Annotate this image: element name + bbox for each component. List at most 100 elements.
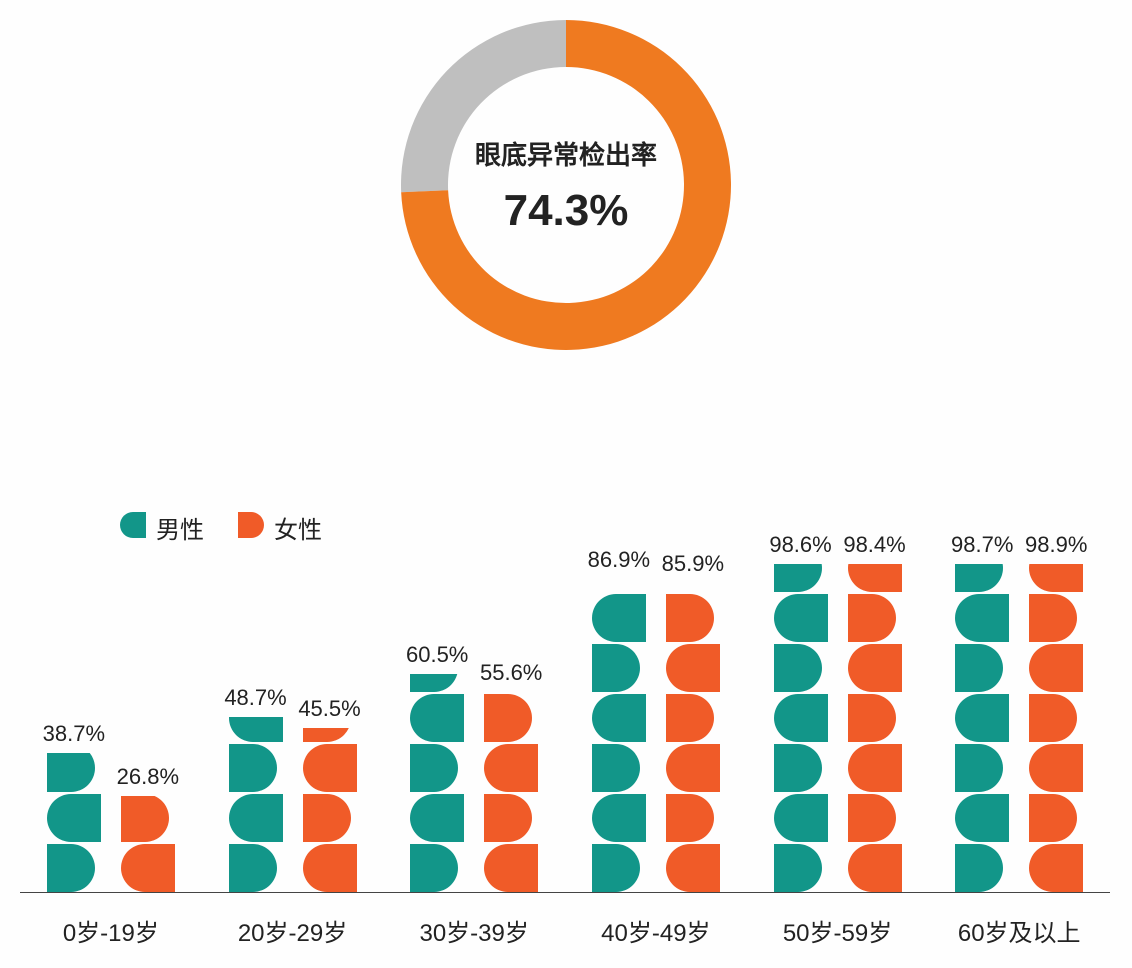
bar bbox=[484, 692, 538, 892]
bar-segment-icon bbox=[592, 594, 646, 642]
bar-value-label: 55.6% bbox=[480, 660, 542, 686]
bar-segment-icon bbox=[666, 744, 720, 792]
bar-column: 60.5% bbox=[410, 532, 464, 892]
bar-column: 85.9% bbox=[666, 532, 720, 892]
bar-segment-icon bbox=[666, 794, 720, 842]
bar bbox=[303, 728, 357, 892]
bar-segment-icon bbox=[1029, 564, 1083, 592]
bar-segment-icon bbox=[774, 794, 828, 842]
bar bbox=[121, 796, 175, 892]
bar-group: 86.9% 85.9% bbox=[565, 532, 747, 892]
bar-column: 38.7% bbox=[47, 532, 101, 892]
bar-segment-icon bbox=[1029, 594, 1083, 642]
x-tick-label: 0岁-19岁 bbox=[20, 913, 202, 948]
bar-value-label: 45.5% bbox=[298, 696, 360, 722]
bar-segment-icon bbox=[955, 594, 1009, 642]
bar-group: 60.5% 55.6% bbox=[383, 532, 565, 892]
bar-segment-icon bbox=[774, 564, 828, 592]
bar-segment-icon bbox=[774, 844, 828, 892]
bar bbox=[774, 564, 828, 892]
bar-chart: 38.7% 26.8% 48.7% 45.5% 60.5% bbox=[20, 532, 1110, 948]
bar-segment-icon bbox=[484, 694, 538, 742]
bar-column: 98.4% bbox=[848, 532, 902, 892]
bar-segment-icon bbox=[955, 564, 1009, 592]
bar-segment-icon bbox=[410, 844, 464, 892]
bar-segment-icon bbox=[774, 594, 828, 642]
bar-segment-icon bbox=[848, 644, 902, 692]
bar-segment-icon bbox=[303, 728, 357, 742]
bar-column: 98.6% bbox=[774, 532, 828, 892]
donut-chart: 眼底异常检出率 74.3% bbox=[401, 20, 731, 350]
bar-segment-icon bbox=[592, 844, 646, 892]
bar-segment-icon bbox=[592, 794, 646, 842]
bar-segment-icon bbox=[410, 744, 464, 792]
x-tick-label: 30岁-39岁 bbox=[383, 913, 565, 948]
bar-segment-icon bbox=[848, 594, 902, 642]
bar-segment-icon bbox=[848, 564, 902, 592]
bar-value-label: 38.7% bbox=[43, 721, 105, 747]
x-tick-label: 20岁-29岁 bbox=[202, 913, 384, 948]
x-axis: 0岁-19岁20岁-29岁30岁-39岁40岁-49岁50岁-59岁60岁及以上 bbox=[20, 913, 1110, 948]
bar-segment-icon bbox=[47, 753, 101, 792]
x-axis-line bbox=[20, 892, 1110, 893]
bar-segment-icon bbox=[303, 794, 357, 842]
bar-segment-icon bbox=[1029, 694, 1083, 742]
bar-segment-icon bbox=[121, 796, 175, 842]
bar-segment-icon bbox=[955, 744, 1009, 792]
bar-value-label: 26.8% bbox=[117, 764, 179, 790]
bar-value-label: 98.4% bbox=[843, 532, 905, 558]
bar-segment-icon bbox=[955, 844, 1009, 892]
donut-svg bbox=[401, 20, 731, 350]
bar-value-label: 85.9% bbox=[662, 551, 724, 577]
bar-segment-icon bbox=[848, 744, 902, 792]
bar-segment-icon bbox=[47, 844, 101, 892]
bar-value-label: 60.5% bbox=[406, 642, 468, 668]
x-tick-label: 60岁及以上 bbox=[928, 913, 1110, 948]
bar-segment-icon bbox=[484, 794, 538, 842]
bar-segment-icon bbox=[121, 844, 175, 892]
bar-column: 86.9% bbox=[592, 532, 646, 892]
bar bbox=[592, 579, 646, 892]
bar-segment-icon bbox=[955, 794, 1009, 842]
bar-value-label: 86.9% bbox=[588, 547, 650, 573]
bar-segment-icon bbox=[955, 694, 1009, 742]
bar bbox=[848, 564, 902, 892]
bar-value-label: 98.6% bbox=[769, 532, 831, 558]
bar-value-label: 48.7% bbox=[224, 685, 286, 711]
bar-segment-icon bbox=[848, 844, 902, 892]
bar-segment-icon bbox=[229, 794, 283, 842]
bar-segment-icon bbox=[229, 717, 283, 742]
bar-segment-icon bbox=[666, 594, 720, 642]
bar-column: 98.7% bbox=[955, 532, 1009, 892]
bar-segment-icon bbox=[47, 794, 101, 842]
bar-segment-icon bbox=[410, 694, 464, 742]
bar-column: 98.9% bbox=[1029, 532, 1083, 892]
bar-segment-icon bbox=[1029, 644, 1083, 692]
bar-segment-icon bbox=[592, 694, 646, 742]
bar-segment-icon bbox=[592, 644, 646, 692]
bar-segment-icon bbox=[229, 744, 283, 792]
bar-group: 98.7% 98.9% bbox=[928, 532, 1110, 892]
bar-segment-icon bbox=[484, 844, 538, 892]
bar-segment-icon bbox=[666, 694, 720, 742]
bar-segment-icon bbox=[666, 844, 720, 892]
bar-segment-icon bbox=[774, 744, 828, 792]
x-tick-label: 50岁-59岁 bbox=[747, 913, 929, 948]
bar-segment-icon bbox=[484, 744, 538, 792]
bar bbox=[666, 583, 720, 892]
bar-segment-icon bbox=[955, 644, 1009, 692]
bar bbox=[410, 674, 464, 892]
bar-segment-icon bbox=[848, 694, 902, 742]
bar-column: 48.7% bbox=[229, 532, 283, 892]
bar-group: 38.7% 26.8% bbox=[20, 532, 202, 892]
bar-segment-icon bbox=[666, 644, 720, 692]
bar-segment-icon bbox=[592, 744, 646, 792]
x-tick-label: 40岁-49岁 bbox=[565, 913, 747, 948]
bar-segment-icon bbox=[1029, 794, 1083, 842]
bar bbox=[47, 753, 101, 892]
bar-column: 55.6% bbox=[484, 532, 538, 892]
bar-segment-icon bbox=[1029, 744, 1083, 792]
bar-segment-icon bbox=[410, 794, 464, 842]
bar-segment-icon bbox=[303, 744, 357, 792]
bar-plot: 38.7% 26.8% 48.7% 45.5% 60.5% bbox=[20, 532, 1110, 892]
